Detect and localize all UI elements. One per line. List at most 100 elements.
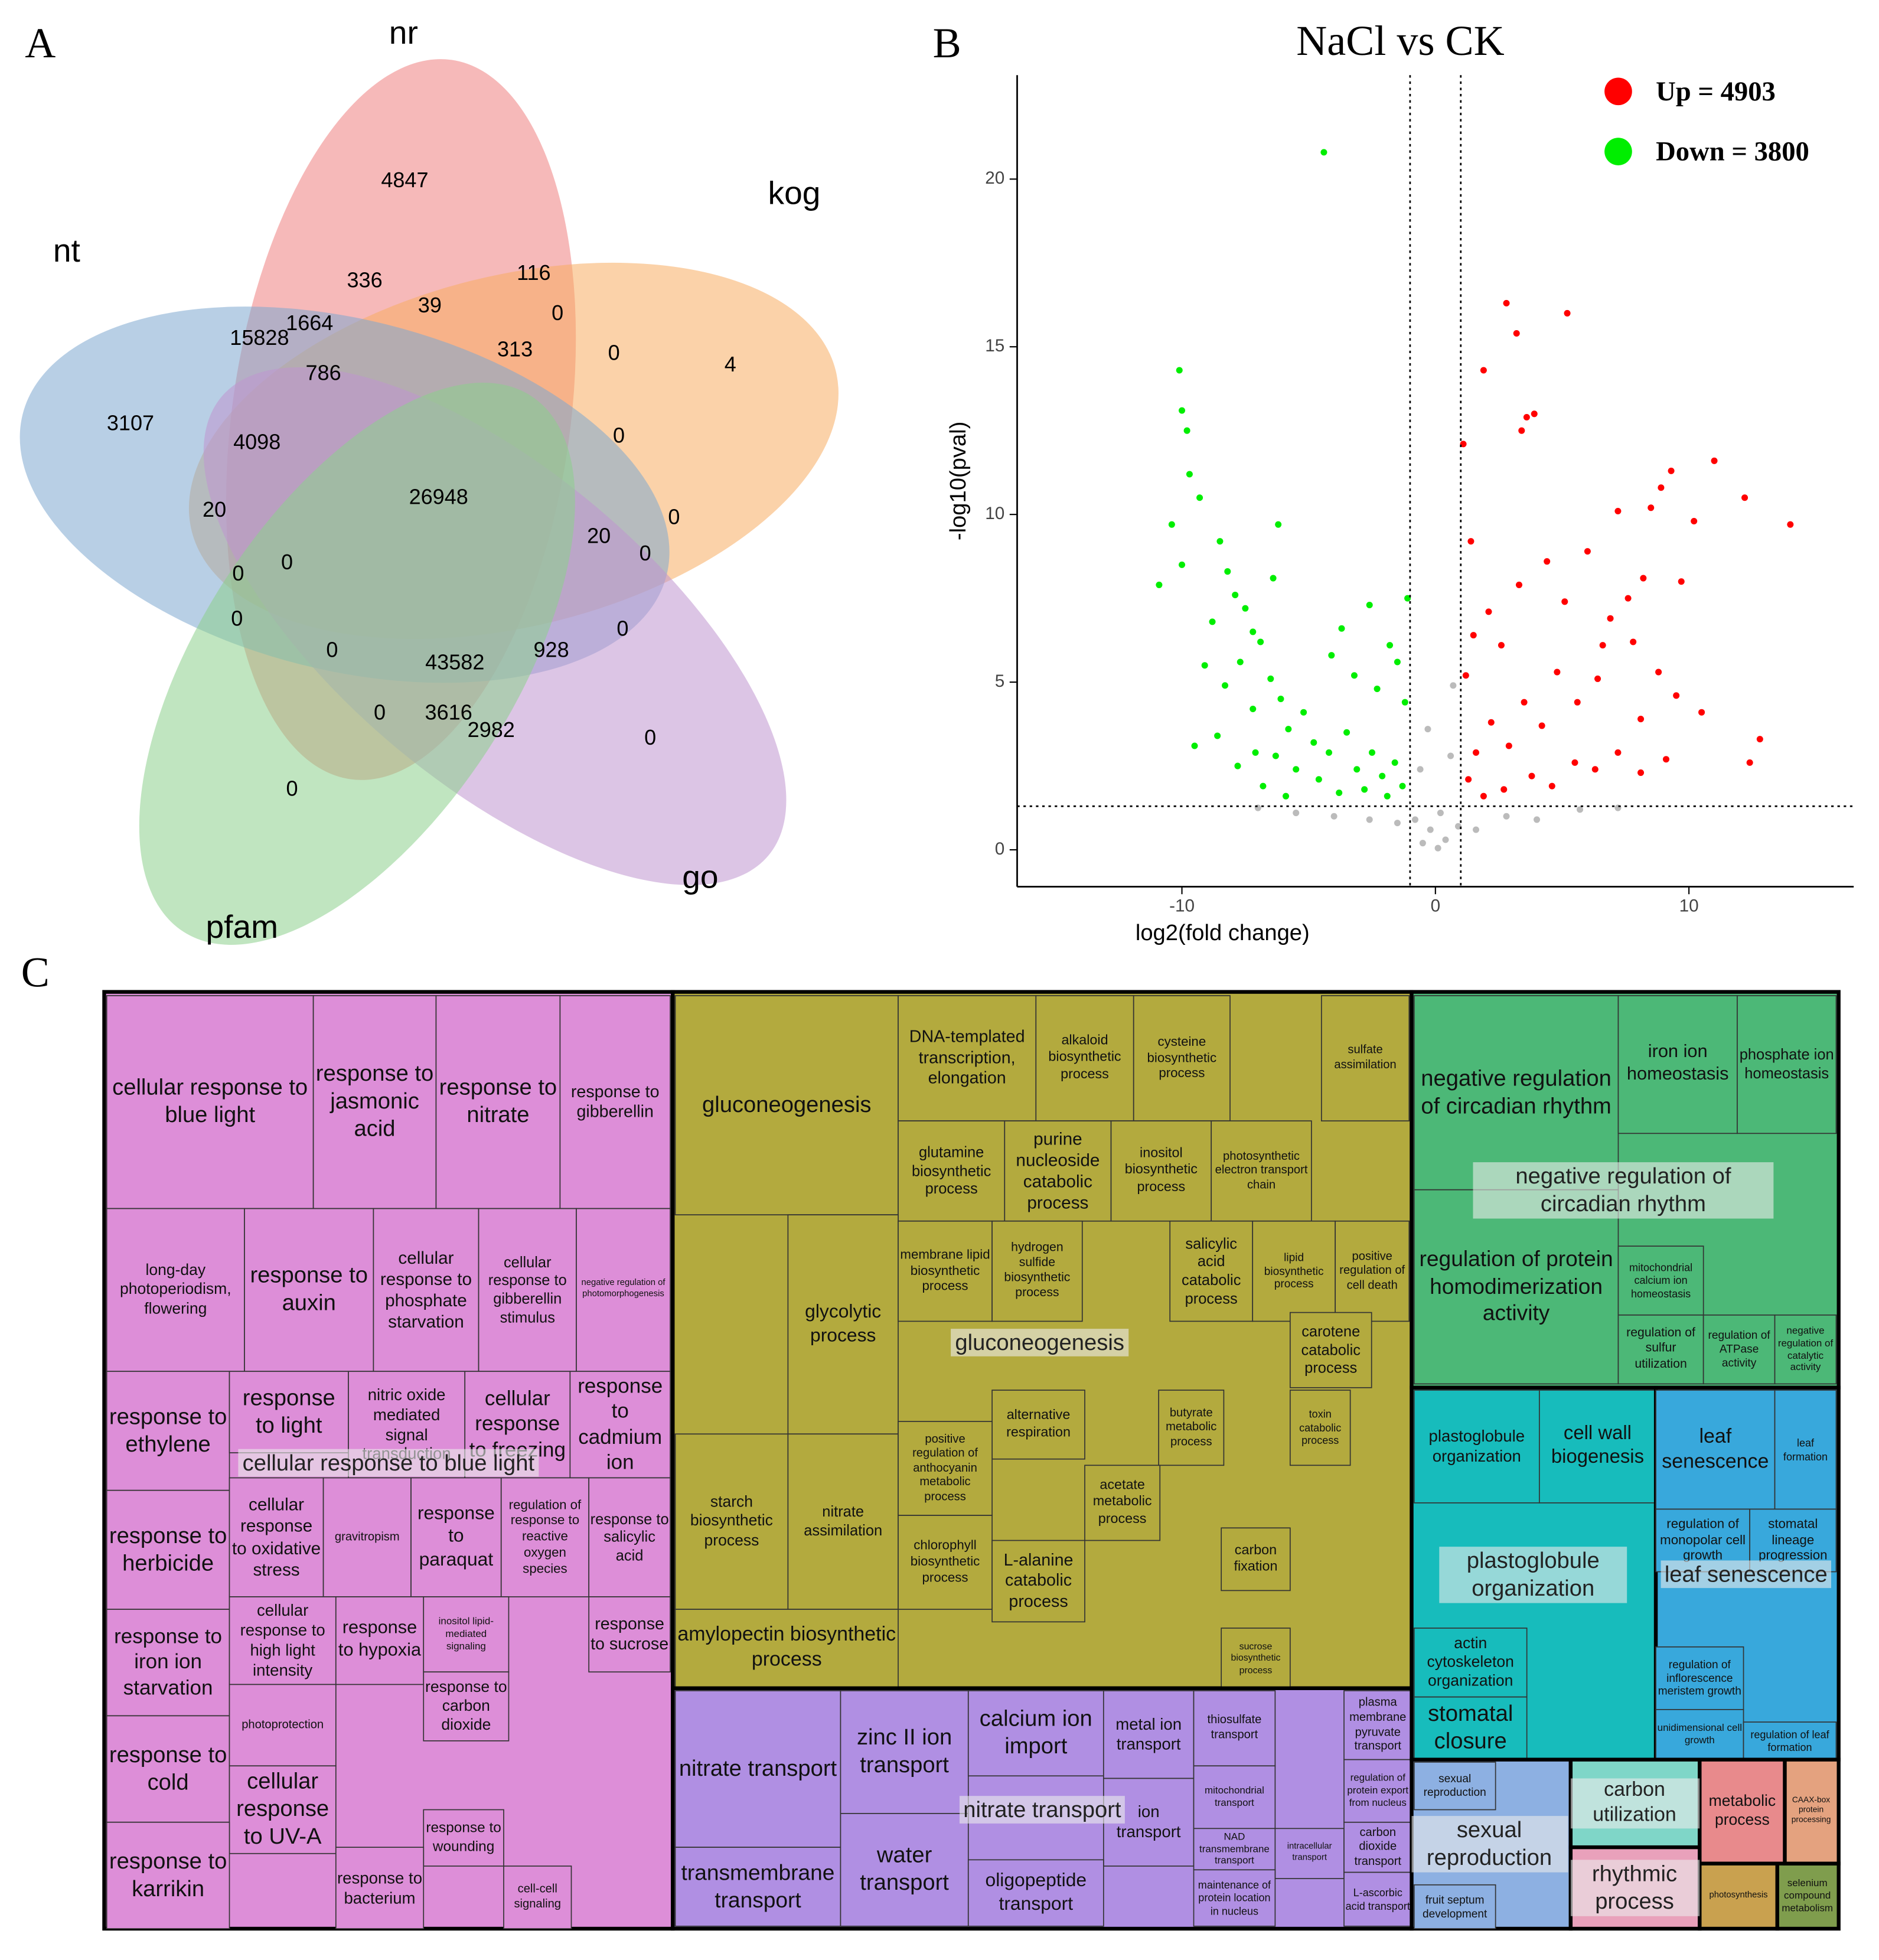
tile-label-text: response to nitrate <box>439 1074 557 1127</box>
tile-label: ion transport <box>1117 1802 1181 1841</box>
treemap-tile <box>1289 1312 1372 1388</box>
panel-label: A <box>25 19 56 67</box>
treemap-tile <box>1158 1390 1225 1466</box>
tile-label: response to salicylic acid <box>591 1510 669 1564</box>
point <box>1787 521 1794 528</box>
tile-label-text: leaf senescence <box>1662 1426 1769 1472</box>
tile-label-text: cysteine biosynthetic process <box>1147 1034 1217 1082</box>
treemap-group <box>1783 1757 1841 1866</box>
group-overlay-text: negative regulation of circadian rhythm <box>1473 1146 1774 1234</box>
tile-label-text: response to gibberellin <box>570 1081 660 1121</box>
treemap-tile <box>1774 1390 1837 1510</box>
panel-label: B <box>933 19 961 67</box>
tile-label: hydrogen sulfide biosynthetic process <box>1004 1241 1070 1300</box>
treemap-tile <box>898 995 1037 1121</box>
group-label-text: selenium compound metabolism <box>1782 1877 1834 1914</box>
tile-label-text: regulation of sulfur utilization <box>1626 1326 1695 1371</box>
treemap-tile <box>229 1684 337 1767</box>
point <box>1668 467 1675 474</box>
point <box>1624 595 1632 602</box>
tile-label-text: carbon dioxide transport <box>1354 1825 1402 1868</box>
treemap-tile <box>1004 1120 1112 1222</box>
tile-label: amylopectin biosynthetic process <box>677 1625 896 1671</box>
treemap-tile <box>335 1847 425 1929</box>
treemap-tile <box>1538 1390 1656 1504</box>
tile-label-text: gravitropism <box>334 1529 400 1544</box>
treemap-tile <box>106 1371 230 1491</box>
tile-label-text: negative regulation of catalytic activit… <box>1777 1325 1834 1373</box>
treemap-tile <box>229 1596 337 1685</box>
point <box>1591 766 1599 773</box>
point <box>1310 739 1317 746</box>
tile-label-text: phosphate ion homeostasis <box>1739 1046 1834 1082</box>
tile-label: inositol biosynthetic process <box>1125 1146 1198 1194</box>
tile-label: response to cadmium ion <box>578 1375 663 1473</box>
tile-label: response to nitrate <box>439 1074 557 1127</box>
group-overlay: gluconeogenesis <box>902 1299 1177 1386</box>
tile-label-text: regulation of leaf formation <box>1750 1727 1829 1754</box>
treemap-tile <box>229 1371 349 1453</box>
group-label: metabolic process <box>1709 1792 1776 1828</box>
tile-label-text: actin cytoskeleton organization <box>1427 1633 1514 1690</box>
tile-label: oligopeptide transport <box>986 1870 1087 1915</box>
region-count: 0 <box>616 616 628 640</box>
tile-label: regulation of response to reactive oxyge… <box>508 1497 582 1577</box>
treemap-tile <box>503 1866 572 1929</box>
point <box>1614 749 1622 756</box>
tile-label: NAD transmembrane transport <box>1199 1831 1270 1866</box>
tile-label: metal ion transport <box>1115 1715 1182 1753</box>
point <box>1637 769 1645 776</box>
point <box>1691 518 1698 525</box>
group-overlay-text: rhythmic process <box>1570 1844 1699 1931</box>
tile-label: response to light <box>243 1385 335 1437</box>
tile-label: mitochondrial calcium ion homeostasis <box>1629 1261 1692 1300</box>
tile-label-text: photoprotection <box>242 1718 324 1732</box>
tile-label: negative regulation of circadian rhythm <box>1421 1065 1611 1118</box>
point <box>1534 816 1541 823</box>
point <box>1379 772 1386 780</box>
point <box>1270 575 1277 582</box>
set-label: nt <box>53 232 80 269</box>
tile-label-text: response to herbicide <box>109 1522 227 1575</box>
point <box>1374 685 1381 692</box>
tile-label-text: positive regulation of anthocyanin metab… <box>912 1432 978 1504</box>
tile-label-text: unidimensional cell growth <box>1657 1722 1742 1746</box>
tile-label-text: starch biosynthetic process <box>690 1493 773 1549</box>
tile-label: response to cold <box>109 1742 227 1794</box>
treemap-tile <box>898 1120 1006 1222</box>
tile-label-text: response to carbon dioxide <box>425 1678 507 1734</box>
tile-label-text: iron ion homeostasis <box>1626 1042 1729 1085</box>
region-count: 43582 <box>425 650 484 674</box>
region-count: 928 <box>533 637 569 661</box>
point <box>1756 736 1763 743</box>
tile-label: lipid biosynthetic process <box>1264 1251 1324 1291</box>
point <box>1417 766 1424 773</box>
tile-label-text: cellular response to gibberellin stimulu… <box>488 1253 567 1326</box>
tile-label-text: inositol lipid-mediated signaling <box>438 1616 494 1652</box>
tile-label: response to ethylene <box>109 1403 227 1456</box>
tile-label: plasma membrane pyruvate transport <box>1349 1696 1406 1753</box>
tile-label: gluconeogenesis <box>702 1091 872 1116</box>
tile-label: gravitropism <box>334 1529 400 1544</box>
overlay-label: gluconeogenesis <box>951 1328 1128 1357</box>
point <box>1614 507 1622 514</box>
point <box>1424 726 1431 733</box>
tile-label: acetate metabolic process <box>1093 1478 1152 1526</box>
group-overlay: leaf senescence <box>1661 1560 1832 1589</box>
point <box>1168 521 1175 528</box>
tile-label-text: alternative respiration <box>1006 1407 1071 1440</box>
group-overlay-text: gluconeogenesis <box>902 1299 1177 1386</box>
treemap-tile <box>674 1609 899 1688</box>
treemap-tile <box>1193 1690 1276 1767</box>
point <box>1698 709 1705 716</box>
treemap-tile <box>106 995 314 1209</box>
region-count: 4098 <box>233 429 280 454</box>
x-tick-label: 10 <box>1679 896 1699 915</box>
tile-label: regulation of protein export from nucleu… <box>1347 1773 1408 1808</box>
treemap-tile <box>1702 1314 1776 1385</box>
venn-set <box>139 383 575 945</box>
tile-label-text: regulation of response to reactive oxyge… <box>508 1497 582 1577</box>
point <box>1521 699 1528 706</box>
treemap-tile <box>787 1214 899 1435</box>
treemap-tile <box>1413 1696 1528 1760</box>
